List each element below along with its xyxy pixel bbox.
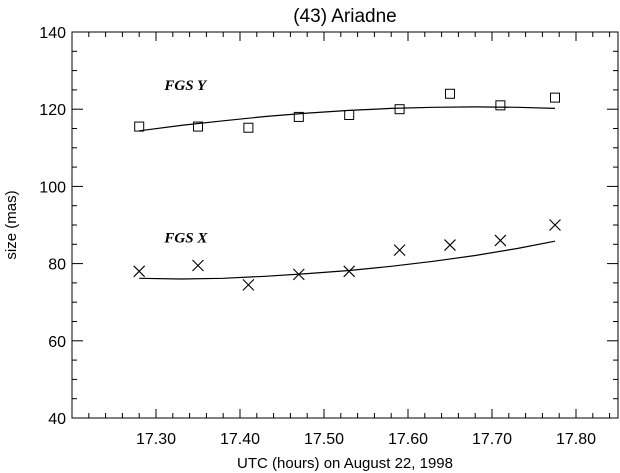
tick-labels: 17.30 17.40 17.50 17.60 17.70 17.80 40 60 80 100 1… [39, 25, 596, 448]
data-point-square [550, 92, 560, 103]
data-point-cross [343, 265, 356, 278]
data-point-cross [242, 278, 255, 291]
data-point-cross [494, 234, 507, 247]
y-tick-label: 100 [39, 179, 66, 196]
data-point-square [243, 122, 254, 133]
data-point-square [394, 104, 405, 115]
plot-frame [71, 31, 619, 419]
y-tick-label: 80 [48, 257, 66, 274]
data-point-cross [393, 244, 406, 256]
y-axis-title: size (mas) [3, 190, 20, 259]
tick-marks [71, 31, 618, 419]
x-tick-label: 17.80 [556, 431, 596, 448]
y-tick-label: 40 [48, 411, 66, 428]
x-axis-title: UTC (hours) on August 22, 1998 [237, 455, 453, 472]
data-point-square [445, 88, 455, 99]
data-point-square [495, 100, 506, 111]
x-tick-label: 17.50 [304, 431, 344, 448]
x-tick-label: 17.60 [388, 431, 428, 448]
x-tick-label: 17.30 [136, 431, 176, 448]
data-point-cross [192, 259, 204, 272]
x-tick-label: 17.40 [220, 431, 260, 448]
data-points [133, 88, 561, 291]
data-point-square [293, 111, 304, 122]
y-tick-label: 140 [39, 25, 66, 42]
y-tick-label: 120 [39, 102, 66, 119]
data-point-cross [133, 265, 146, 278]
series-annotation: FGS X [163, 230, 208, 246]
data-point-cross [292, 268, 305, 281]
data-point-cross [444, 239, 456, 251]
data-point-square [344, 109, 355, 120]
x-tick-label: 17.70 [472, 431, 512, 448]
y-tick-label: 60 [48, 334, 66, 351]
fit-line-series-1 [139, 240, 556, 280]
data-point-square [134, 121, 145, 132]
chart-title: (43) Ariadne [293, 6, 397, 27]
data-point-cross [549, 219, 561, 231]
fit-lines [139, 106, 556, 280]
data-point-square [193, 121, 203, 132]
annotations: FGS Y FGS X [163, 78, 208, 246]
series-annotation: FGS Y [163, 78, 208, 94]
